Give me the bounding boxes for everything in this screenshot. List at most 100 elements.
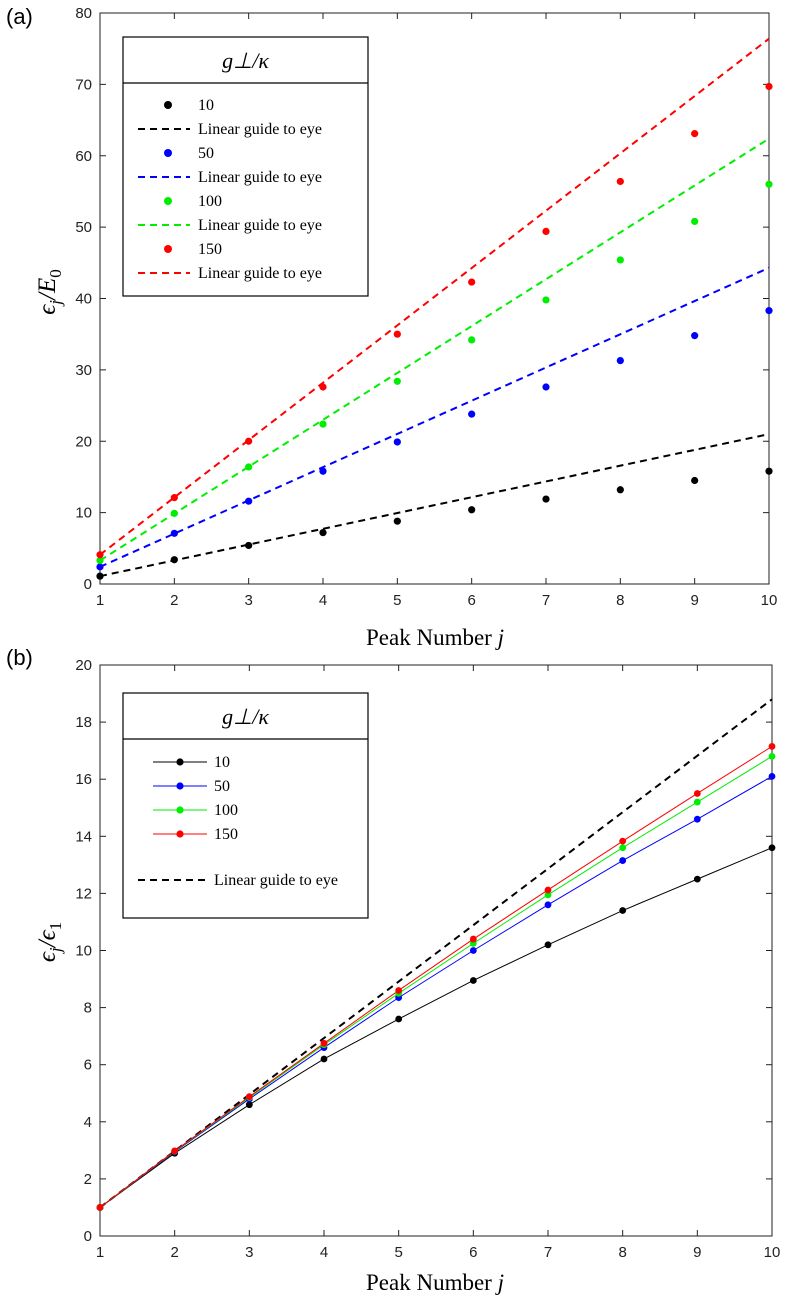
panel-b-x-axis-label: Peak Number j — [366, 1270, 504, 1295]
x-tick-label: 6 — [469, 1244, 477, 1261]
x-tick-label: 2 — [170, 1244, 178, 1261]
legend-label-150: 150 — [198, 241, 222, 258]
x-tick-label: 10 — [761, 592, 778, 609]
data-point-10 — [691, 476, 699, 485]
series-line-50 — [99, 775, 773, 1208]
data-point-10 — [619, 907, 627, 914]
y-tick-label: 16 — [75, 771, 92, 788]
data-point-100 — [691, 217, 699, 226]
legend-label-100: 100 — [198, 193, 222, 210]
data-point-10 — [542, 495, 550, 503]
data-point-10 — [395, 1015, 403, 1023]
data-point-150 — [765, 82, 773, 91]
data-point-50 — [170, 529, 178, 537]
data-point-50 — [768, 772, 776, 780]
y-tick-label: 60 — [75, 148, 92, 165]
y-tick-label: 40 — [75, 291, 92, 308]
x-tick-label: 3 — [244, 592, 252, 609]
panel-a-legend: g⊥/κ 10 Linear guide to eye 50 Linear guide … — [122, 36, 369, 297]
data-point-50 — [693, 815, 701, 823]
y-tick-label: 0 — [84, 576, 92, 593]
data-point-150 — [469, 935, 477, 943]
data-point-10 — [765, 467, 773, 475]
data-point-150 — [393, 330, 401, 338]
y-tick-label: 20 — [75, 433, 92, 450]
data-point-150 — [96, 1204, 104, 1211]
legend-guide-label: Linear guide to eye — [198, 169, 322, 186]
data-point-150 — [693, 790, 701, 797]
legend-marker-50 — [176, 782, 184, 790]
x-tick-label: 5 — [394, 1244, 402, 1261]
legend-marker-100 — [164, 197, 172, 205]
panel-a-guides — [99, 37, 770, 578]
panel-a-x-axis-label: Peak Number j — [366, 625, 504, 650]
legend-label-150: 150 — [214, 826, 238, 843]
y-tick-label: 80 — [75, 5, 92, 22]
data-point-10 — [393, 517, 401, 525]
legend-marker-150 — [164, 245, 172, 253]
data-point-50 — [468, 410, 476, 418]
panel-a-legend-title: g⊥/κ — [222, 48, 269, 73]
legend-guide-label: Linear guide to eye — [198, 265, 322, 282]
data-point-100 — [319, 420, 327, 428]
data-point-100 — [765, 180, 773, 188]
data-point-10 — [170, 556, 178, 564]
data-point-50 — [544, 901, 552, 909]
data-point-50 — [319, 467, 327, 475]
panel-b-y-axis-label: ϵj/ϵ1 — [34, 922, 65, 962]
x-tick-label: 7 — [544, 1244, 552, 1261]
x-tick-label: 8 — [618, 1244, 626, 1261]
data-point-10 — [469, 977, 477, 984]
legend-label-10: 10 — [214, 754, 230, 771]
x-tick-label: 6 — [467, 592, 475, 609]
y-tick-label: 30 — [75, 362, 92, 379]
data-point-10 — [544, 941, 552, 949]
panel-b-guides — [99, 698, 773, 1209]
data-point-50 — [616, 356, 624, 365]
x-tick-label: 2 — [170, 592, 178, 609]
data-point-150 — [691, 130, 699, 138]
x-tick-label: 9 — [690, 592, 698, 609]
panel-b-lines — [99, 745, 773, 1208]
data-point-150 — [96, 551, 104, 559]
y-tick-label: 14 — [75, 828, 92, 845]
data-point-10 — [319, 529, 327, 537]
guide-line-50 — [99, 266, 770, 568]
panel-b-label: (b) — [6, 645, 33, 670]
guide-line-10 — [99, 433, 770, 578]
data-point-150 — [542, 227, 550, 236]
legend-label-50: 50 — [214, 778, 230, 795]
data-point-10 — [245, 1101, 253, 1109]
data-point-150 — [616, 177, 624, 186]
x-tick-label: 3 — [245, 1244, 253, 1261]
series-line-150 — [99, 745, 773, 1208]
data-point-50 — [765, 307, 773, 315]
data-point-100 — [768, 752, 776, 760]
data-point-150 — [544, 886, 552, 894]
data-point-10 — [320, 1055, 328, 1063]
x-tick-label: 10 — [764, 1244, 781, 1261]
y-tick-label: 0 — [84, 1228, 92, 1245]
data-point-100 — [96, 556, 104, 565]
y-tick-label: 18 — [75, 714, 92, 731]
x-tick-label: 9 — [693, 1244, 701, 1261]
panel-b-points — [96, 742, 776, 1211]
data-point-150 — [768, 742, 776, 750]
x-tick-label: 4 — [320, 1244, 328, 1261]
x-tick-label: 1 — [96, 592, 104, 609]
data-point-100 — [693, 798, 701, 806]
legend-marker-10 — [176, 758, 184, 766]
y-tick-label: 70 — [75, 76, 92, 93]
panel-a-legend-box — [122, 36, 369, 297]
x-tick-label: 8 — [616, 592, 624, 609]
legend-marker-150 — [176, 830, 184, 838]
data-point-100 — [393, 377, 401, 385]
data-point-100 — [544, 891, 552, 899]
data-point-100 — [542, 296, 550, 304]
data-point-50 — [469, 947, 477, 954]
data-point-100 — [619, 844, 627, 852]
panel-b-legend: g⊥/κ 10 50 100 150 Linear guide to eye — [122, 692, 369, 919]
data-point-100 — [245, 463, 253, 471]
legend-guide-label: Linear guide to eye — [198, 121, 322, 138]
